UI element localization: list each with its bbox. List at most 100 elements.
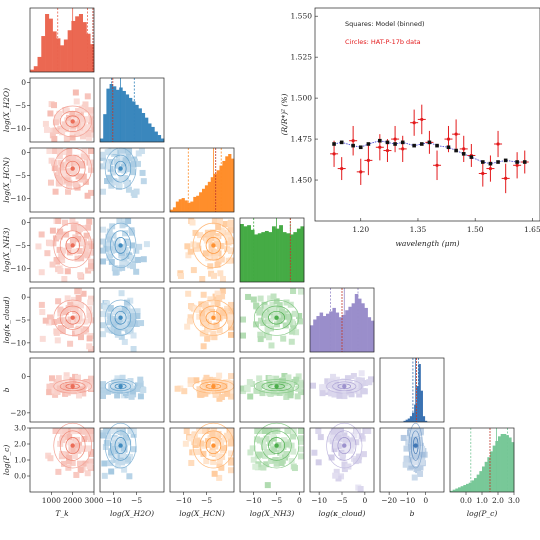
density-cell (115, 322, 122, 329)
density-cell (118, 290, 125, 297)
contour-level-2 (332, 381, 357, 392)
y-tick-label: −10 (10, 264, 26, 273)
contour-level-3 (114, 160, 127, 177)
contour-level-3 (205, 383, 222, 390)
density-cell (88, 243, 94, 250)
density-cell (67, 301, 74, 308)
y-tick-label: 2.0 (14, 440, 26, 449)
density-cell (253, 387, 260, 394)
density-cell (212, 293, 219, 300)
panel-log-cloud-vs-log-x-h2o (99, 287, 165, 353)
density-cell (79, 386, 86, 393)
density-cell (257, 295, 264, 302)
density-cell (332, 472, 339, 479)
density-cell (128, 308, 135, 315)
density-cell (276, 384, 283, 391)
density-cell (46, 240, 53, 247)
data-point (515, 163, 519, 167)
model-binned-point (366, 142, 371, 146)
density-cell (100, 392, 106, 399)
density-cell (115, 458, 122, 465)
density-cell (210, 330, 217, 337)
panel-log-p-c-vs-log-x-h2o: −10 −5 log(X_H2O) (99, 422, 165, 518)
spectrum-y-tick-label: 1.525 (291, 53, 313, 62)
panel-log-cloud-vs-log-cloud (309, 287, 375, 353)
density-cell (287, 392, 294, 399)
density-cell (418, 459, 425, 466)
histogram-bar (463, 485, 467, 492)
density-cell (295, 385, 302, 392)
density-cell (228, 219, 234, 226)
contour-level-2 (110, 305, 132, 330)
histogram-bar (268, 232, 273, 282)
density-cell (111, 265, 118, 272)
density-cell (336, 428, 343, 434)
density-cell (67, 316, 74, 323)
density-cell (80, 390, 87, 397)
density-cell (58, 253, 65, 260)
contour-level-1 (53, 299, 92, 336)
density-cell (250, 456, 257, 463)
density-cell (348, 441, 355, 448)
density-cell (119, 153, 126, 160)
density-cell (205, 255, 212, 262)
density-cell (122, 230, 129, 237)
contour-level-3 (114, 237, 127, 254)
data-point (435, 163, 439, 167)
density-cell (228, 380, 234, 387)
density-cell (54, 337, 61, 344)
panel-frame (169, 287, 235, 353)
density-cell (69, 218, 76, 225)
density-cell (335, 434, 342, 441)
density-cell (70, 388, 77, 395)
density-cell (331, 391, 338, 398)
y-tick-label: 0 (21, 78, 26, 87)
density-cell (228, 320, 234, 327)
contour-level-1 (53, 105, 92, 138)
density-cell (120, 246, 127, 253)
data-point (332, 152, 336, 156)
data-point (351, 139, 355, 143)
density-cell (325, 382, 332, 389)
density-cell (42, 317, 49, 324)
density-cell (88, 189, 94, 196)
density-cell (74, 374, 81, 381)
panel-frame (99, 357, 165, 423)
density-cell (69, 238, 76, 245)
density-cell (88, 433, 94, 440)
contour-level-2 (261, 305, 292, 330)
density-cell (121, 314, 128, 321)
histogram-bar (178, 199, 182, 212)
density-cell (112, 309, 119, 316)
x-axis-label-log-x-hcn: log(X_HCN) (179, 509, 225, 518)
model-binned-point (522, 160, 527, 164)
density-cell (110, 383, 117, 390)
density-cell (211, 334, 218, 341)
panel-frame (309, 357, 375, 423)
spectrum-y-tick-label: 1.450 (291, 176, 313, 185)
histogram-bar (45, 14, 50, 72)
histogram-bar (100, 138, 104, 142)
density-cell (63, 231, 70, 238)
density-cell (202, 309, 209, 316)
density-cell (345, 463, 352, 470)
density-cell (317, 434, 324, 441)
density-cell (103, 439, 110, 446)
contour-level-3 (205, 237, 222, 254)
density-cell (298, 389, 304, 396)
histogram-bar (207, 181, 212, 212)
density-cell (174, 385, 181, 392)
density-cell (296, 318, 303, 325)
density-cell (203, 458, 210, 465)
density-cell (408, 463, 415, 470)
data-point (385, 148, 390, 153)
histogram-bar (468, 482, 472, 492)
histogram-bar (416, 386, 419, 422)
spectrum-x-tick-label: 1.35 (410, 225, 427, 234)
density-cell (128, 393, 135, 400)
data-point (446, 137, 451, 141)
density-cell (118, 175, 125, 182)
density-cell (73, 130, 80, 137)
histogram-bar (135, 104, 139, 142)
density-cell (52, 127, 59, 134)
